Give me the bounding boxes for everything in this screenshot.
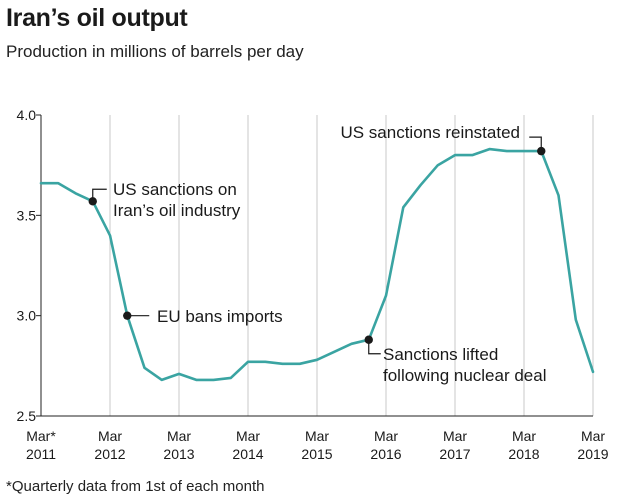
x-tick-label-year: 2012 bbox=[94, 446, 125, 462]
x-tick-label-year: 2016 bbox=[370, 446, 401, 462]
annotation-label: following nuclear deal bbox=[383, 366, 547, 385]
oil-output-line bbox=[39, 147, 595, 382]
chart-title: Iran’s oil output bbox=[6, 4, 188, 32]
x-tick-label-month: Mar bbox=[305, 428, 329, 444]
x-tick-label-month: Mar bbox=[512, 428, 536, 444]
x-tick-label-year: 2011 bbox=[26, 446, 56, 462]
annotation-label: Iran’s oil industry bbox=[113, 201, 241, 220]
annotation-leader bbox=[368, 339, 381, 355]
x-tick-label-month: Mar bbox=[236, 428, 260, 444]
chart-subtitle: Production in millions of barrels per da… bbox=[6, 42, 304, 61]
y-tick-label: 3.5 bbox=[17, 207, 37, 223]
x-tick-label-year: 2017 bbox=[439, 446, 470, 462]
y-tick-label: 3.0 bbox=[17, 308, 37, 324]
annotation-label: US sanctions reinstated bbox=[340, 123, 520, 142]
annotation-dot bbox=[88, 197, 97, 206]
chart-footnote: *Quarterly data from 1st of each month bbox=[6, 478, 265, 495]
x-tick-label-month: Mar bbox=[374, 428, 398, 444]
annotation-label: Sanctions lifted bbox=[383, 345, 498, 364]
annotation-dot bbox=[537, 146, 546, 156]
x-tick-label-year: 2019 bbox=[577, 446, 608, 462]
annotation-label: EU bans imports bbox=[157, 307, 283, 326]
annotation-dot bbox=[123, 311, 132, 320]
x-tick-label-month: Mar bbox=[167, 428, 191, 444]
x-tick-label-year: 2014 bbox=[232, 446, 263, 462]
y-tick-label: 2.5 bbox=[17, 408, 37, 424]
x-tick-label-year: 2018 bbox=[508, 446, 539, 462]
annotation-leader bbox=[529, 136, 542, 152]
annotation-label: US sanctions on bbox=[113, 180, 237, 199]
x-tick-label-month: Mar* bbox=[26, 428, 56, 444]
x-tick-label-month: Mar bbox=[98, 428, 122, 444]
y-tick-label: 4.0 bbox=[17, 107, 37, 123]
x-tick-label-year: 2013 bbox=[163, 446, 194, 462]
x-tick-label-month: Mar bbox=[581, 428, 605, 444]
annotation-dot bbox=[364, 335, 373, 344]
x-tick-label-year: 2015 bbox=[301, 446, 332, 462]
x-tick-label-month: Mar bbox=[443, 428, 467, 444]
